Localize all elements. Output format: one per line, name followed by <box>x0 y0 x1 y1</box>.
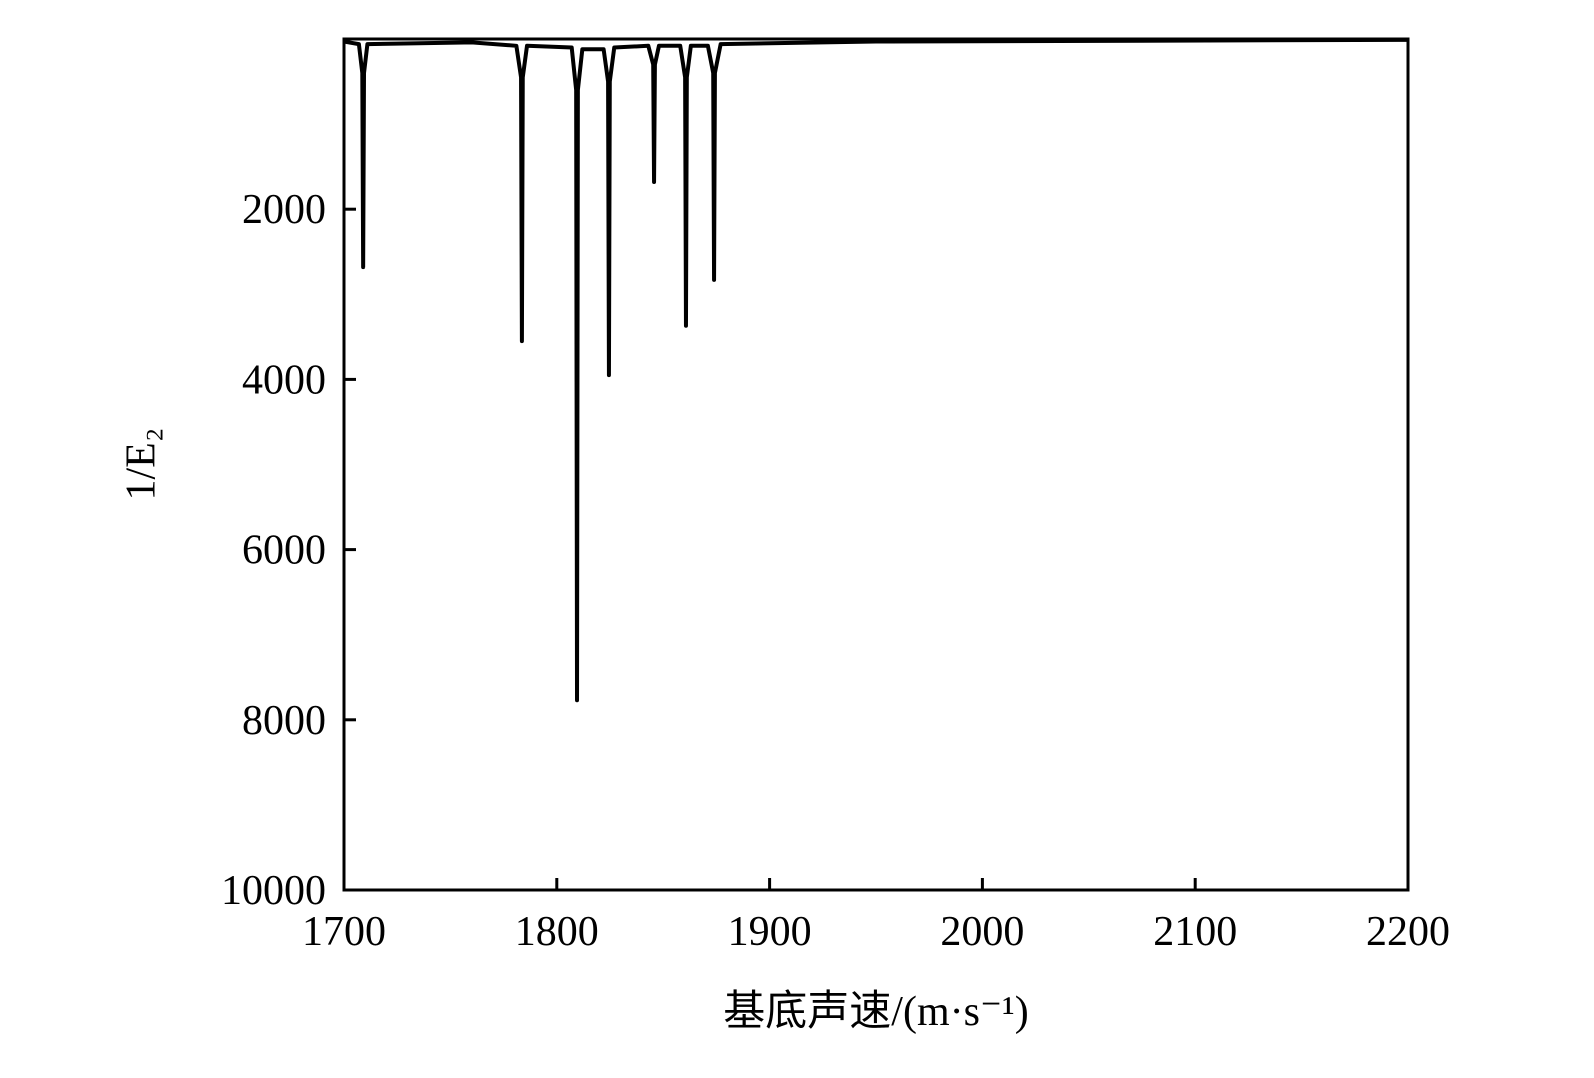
y-tick-label: 6000 <box>242 528 326 574</box>
data-line <box>343 37 1409 703</box>
y-axis-label: 1/E₂ <box>119 428 165 501</box>
x-tick-label: 2000 <box>940 909 1024 955</box>
y-tick-label: 2000 <box>242 187 326 233</box>
x-tick-label: 2200 <box>1366 909 1450 955</box>
x-tick-label: 2100 <box>1153 909 1237 955</box>
plot-frame <box>342 37 1410 892</box>
y-tick-label: 4000 <box>242 357 326 403</box>
x-tick-label: 1900 <box>728 909 812 955</box>
x-axis-label: 基底声速/(m·s⁻¹) <box>723 989 1028 1035</box>
y-tick-label: 8000 <box>242 698 326 744</box>
y-tick-label: 10000 <box>221 868 326 914</box>
x-tick-label: 1800 <box>515 909 599 955</box>
x-tick-label: 1700 <box>302 909 386 955</box>
